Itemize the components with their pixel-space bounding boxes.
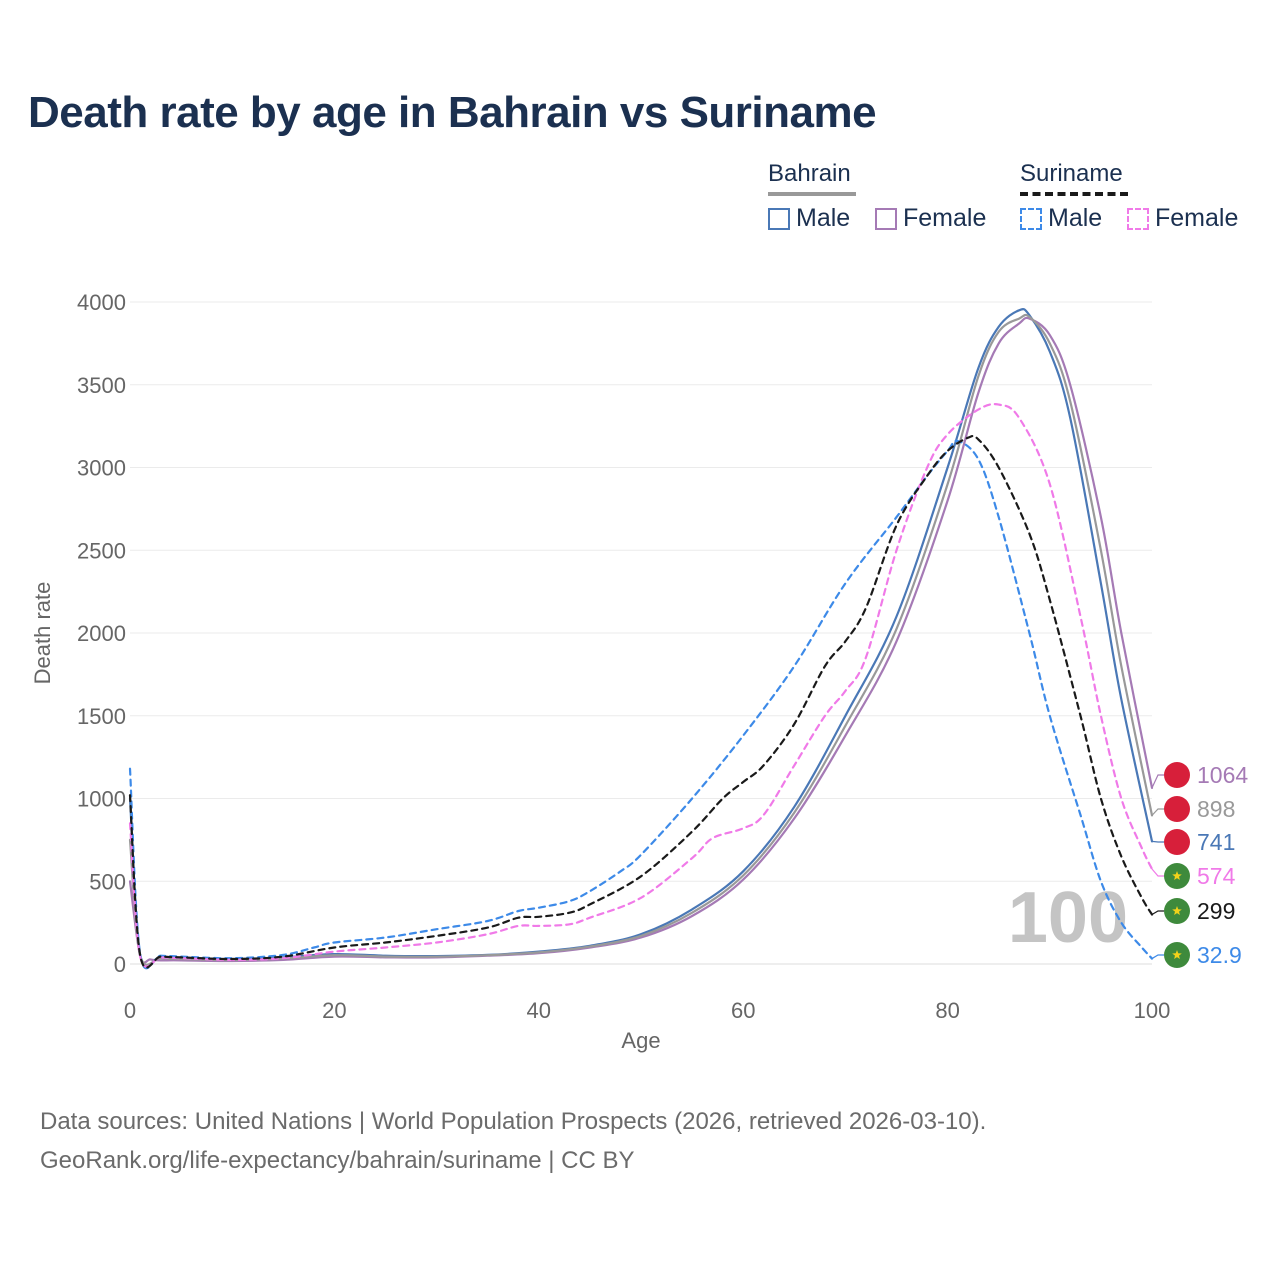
flag-icon-bahrain (1164, 829, 1190, 855)
legend-label-suriname-female: Female (1155, 204, 1239, 232)
end-label-connector (1151, 910, 1164, 916)
flag-icon-suriname (1164, 942, 1190, 968)
y-tick-label: 2000 (77, 621, 126, 646)
y-tick-label: 2500 (77, 538, 126, 563)
end-label: 1064 (1197, 762, 1248, 788)
footer-source: Data sources: United Nations | World Pop… (40, 1108, 987, 1135)
series-line-suriname-male (128, 439, 1154, 970)
legend-item-bahrain-male[interactable]: Male (768, 204, 850, 233)
chart: 0 500 1000 1500 2000 2500 3000 3500 4000 0 20 40 60 8… (30, 290, 1248, 1053)
y-tick-label: 3000 (77, 456, 126, 481)
legend-group-bahrain: Bahrain Male Female (760, 160, 1000, 250)
y-tick-label: 0 (114, 952, 126, 977)
legend-swatch-suriname-female (1127, 207, 1149, 230)
x-tick-label: 80 (935, 998, 959, 1023)
end-label: 741 (1197, 829, 1235, 855)
end-label-connector (1151, 868, 1164, 877)
flag-suriname-star (1172, 871, 1182, 880)
flag-icon-bahrain (1164, 796, 1190, 822)
end-label-connector (1151, 774, 1164, 789)
legend-item-suriname-male[interactable]: Male (1020, 204, 1102, 233)
legend-swatch-bahrain-female (875, 207, 897, 230)
end-label: 898 (1197, 796, 1235, 822)
legend-swatch-suriname-male (1020, 207, 1042, 230)
chart-title: Death rate by age in Bahrain vs Suriname (28, 88, 877, 137)
flag-bahrain-red (1164, 829, 1190, 855)
end-label-connector (1151, 808, 1164, 816)
x-tick-label: 100 (1134, 998, 1171, 1023)
end-label-connector (1151, 840, 1164, 843)
end-label: 32.9 (1197, 942, 1242, 968)
series-line-suriname-total (128, 434, 1154, 969)
y-tick-label: 1500 (77, 704, 126, 729)
x-tick-label: 20 (322, 998, 346, 1023)
end-label-connector (1151, 954, 1164, 960)
legend-swatch-bahrain-male (768, 207, 790, 230)
y-tick-label: 500 (89, 869, 126, 894)
y-tick-label: 4000 (77, 290, 126, 315)
y-tick-label: 3500 (77, 373, 126, 398)
x-tick-label: 40 (527, 998, 551, 1023)
legend-label-bahrain-female: Female (903, 204, 987, 232)
legend-item-bahrain-female[interactable]: Female (875, 204, 986, 233)
legend-bar-bahrain (768, 192, 856, 196)
flag-bahrain-red (1164, 796, 1190, 822)
year-watermark: 100 (1008, 878, 1128, 958)
series-line-bahrain-male (128, 308, 1154, 968)
end-label: 299 (1197, 898, 1235, 924)
x-axis-label: Age (621, 1028, 660, 1053)
legend: Bahrain Male Female Suriname Male Female (760, 160, 1260, 250)
series-line-suriname-female (128, 402, 1154, 968)
flag-icon-bahrain (1164, 762, 1190, 788)
end-label: 574 (1197, 863, 1236, 889)
series-line-bahrain-female (128, 316, 1154, 964)
x-tick-label: 60 (731, 998, 755, 1023)
legend-item-suriname-female[interactable]: Female (1127, 204, 1238, 233)
series-line-bahrain-total (128, 313, 1154, 966)
flag-suriname-star (1172, 950, 1182, 959)
flag-icon-suriname (1164, 863, 1190, 889)
flag-icon-suriname (1164, 898, 1190, 924)
legend-bar-suriname (1020, 192, 1128, 196)
flag-suriname-star (1172, 906, 1182, 915)
legend-country-bahrain: Bahrain (768, 160, 851, 187)
y-axis-label: Death rate (30, 582, 55, 685)
legend-label-suriname-male: Male (1048, 204, 1103, 232)
x-tick-label: 0 (124, 998, 136, 1023)
legend-group-suriname: Suriname Male Female (1014, 160, 1254, 250)
footer-credit: GeoRank.org/life-expectancy/bahrain/suri… (40, 1147, 635, 1174)
flag-bahrain-red (1164, 762, 1190, 788)
legend-label-bahrain-male: Male (796, 204, 851, 232)
y-tick-label: 1000 (77, 787, 126, 812)
legend-country-suriname: Suriname (1020, 160, 1123, 187)
